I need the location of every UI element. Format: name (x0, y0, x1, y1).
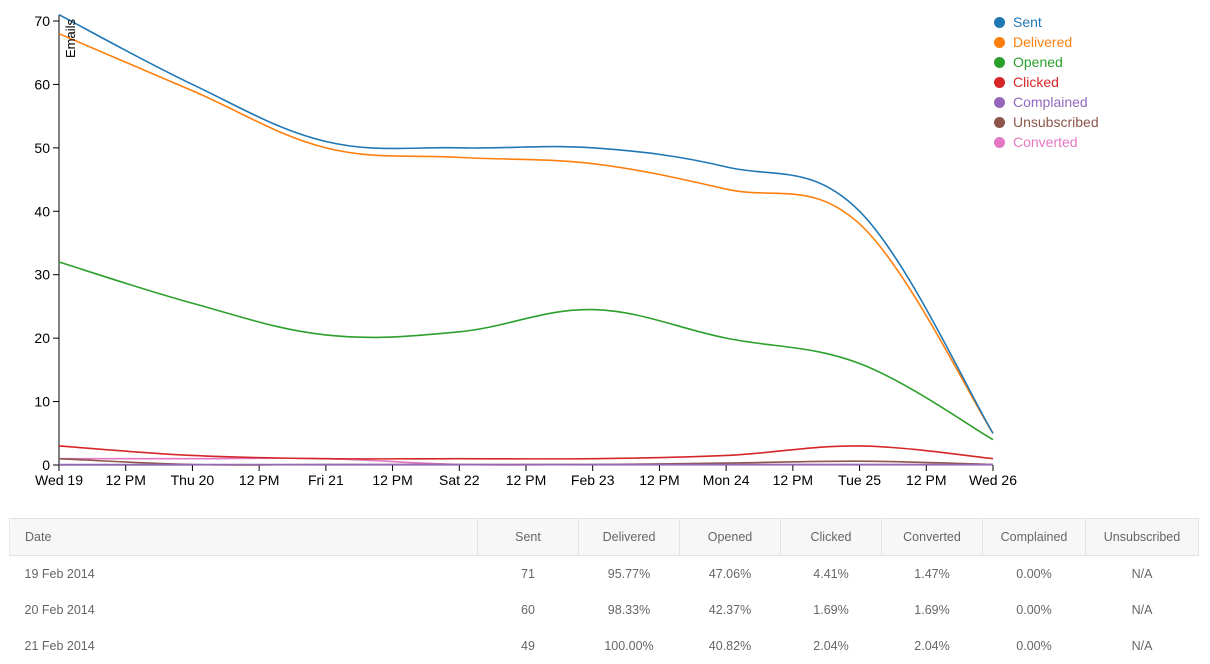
legend-label: Opened (1013, 54, 1063, 70)
legend-label: Delivered (1013, 34, 1073, 50)
svg-text:12 PM: 12 PM (372, 472, 412, 488)
cell-unsubscribed: N/A (1131, 567, 1153, 581)
cell-unsubscribed: N/A (1131, 603, 1153, 617)
cell-complained: 0.00% (1016, 567, 1052, 581)
svg-text:Sat 22: Sat 22 (439, 472, 480, 488)
cell-opened: 40.82% (708, 639, 752, 653)
svg-text:12 PM: 12 PM (773, 472, 813, 488)
cell-sent: 71 (521, 567, 535, 581)
legend-dot-icon (994, 136, 1005, 148)
x-axis: Wed 19 12 PM Thu 20 12 PM Fri 21 12 PM Sat 22 1… (35, 464, 1017, 488)
cell-complained: 0.00% (1016, 639, 1052, 653)
legend-dot-icon (994, 36, 1005, 48)
svg-text:Wed 19: Wed 19 (35, 472, 83, 488)
svg-text:Mon 24: Mon 24 (703, 472, 750, 488)
y-axis-label: Emails (63, 18, 78, 58)
col-header-unsubscribed[interactable]: Unsubscribed (1085, 518, 1199, 556)
table-row: 20 Feb 2014 60 98.33% 42.37% 1.69% 1.69%… (10, 592, 1199, 628)
legend-item-opened[interactable]: Opened (994, 52, 1099, 72)
series-lines (58, 13, 994, 466)
svg-text:Fri 21: Fri 21 (308, 472, 344, 488)
cell-delivered: 100.00% (604, 639, 654, 653)
table-row: 19 Feb 2014 71 95.77% 47.06% 4.41% 1.47%… (10, 556, 1199, 593)
cell-sent: 60 (521, 603, 535, 617)
legend-dot-icon (994, 96, 1005, 108)
svg-text:12 PM: 12 PM (239, 472, 279, 488)
legend-item-sent[interactable]: Sent (994, 12, 1099, 32)
svg-text:Wed 26: Wed 26 (969, 472, 1017, 488)
cell-clicked: 2.04% (813, 639, 849, 653)
cell-sent: 49 (521, 639, 535, 653)
legend-label: Clicked (1013, 74, 1059, 90)
legend-item-clicked[interactable]: Clicked (994, 72, 1099, 92)
cell-clicked: 4.41% (813, 567, 849, 581)
svg-text:12 PM: 12 PM (506, 472, 546, 488)
cell-date: 19 Feb 2014 (24, 567, 95, 581)
cell-opened: 47.06% (708, 567, 752, 581)
svg-text:12 PM: 12 PM (105, 472, 145, 488)
cell-opened: 42.37% (708, 603, 752, 617)
svg-text:Thu 20: Thu 20 (171, 472, 215, 488)
series-line-sent (58, 13, 994, 434)
svg-text:20: 20 (34, 330, 50, 346)
col-header-converted[interactable]: Converted (881, 518, 983, 556)
col-header-clicked[interactable]: Clicked (780, 518, 882, 556)
svg-text:Feb 23: Feb 23 (571, 472, 615, 488)
svg-text:12 PM: 12 PM (906, 472, 946, 488)
svg-text:0: 0 (42, 457, 50, 473)
legend-item-delivered[interactable]: Delivered (994, 32, 1099, 52)
table-header-row: Date Sent Delivered Opened Clicked Conve… (9, 518, 1199, 556)
legend-dot-icon (994, 16, 1005, 28)
legend-item-unsubscribed[interactable]: Unsubscribed (994, 112, 1099, 132)
legend-dot-icon (994, 76, 1005, 88)
legend-dot-icon (994, 56, 1005, 68)
cell-date: 20 Feb 2014 (24, 603, 95, 617)
svg-text:30: 30 (34, 267, 50, 283)
cell-delivered: 95.77% (607, 567, 651, 581)
chart-legend: Sent Delivered Opened Clicked Complained… (994, 12, 1099, 152)
cell-converted: 1.69% (914, 603, 950, 617)
cell-delivered: 98.33% (607, 603, 651, 617)
email-line-chart: 0 10 20 30 40 50 60 70 Wed 19 12 PM Thu 20 12 PM Fr… (34, 13, 1017, 488)
svg-text:50: 50 (34, 140, 50, 156)
legend-dot-icon (994, 116, 1005, 128)
stats-table-container: Date Sent Delivered Opened Clicked Conve… (9, 518, 1199, 664)
col-header-complained[interactable]: Complained (982, 518, 1086, 556)
cell-unsubscribed: N/A (1131, 639, 1153, 653)
svg-text:60: 60 (34, 76, 50, 92)
legend-label: Converted (1013, 134, 1078, 150)
svg-text:Tue 25: Tue 25 (838, 472, 881, 488)
svg-text:70: 70 (34, 13, 50, 29)
cell-complained: 0.00% (1016, 603, 1052, 617)
y-axis: 0 10 20 30 40 50 60 70 (34, 13, 60, 473)
cell-clicked: 1.69% (813, 603, 849, 617)
col-header-delivered[interactable]: Delivered (578, 518, 680, 556)
table-row: 21 Feb 2014 49 100.00% 40.82% 2.04% 2.04… (10, 628, 1199, 664)
legend-label: Unsubscribed (1013, 114, 1099, 130)
cell-date: 21 Feb 2014 (24, 639, 95, 653)
col-header-sent[interactable]: Sent (477, 518, 579, 556)
series-line-clicked (58, 445, 994, 460)
col-header-opened[interactable]: Opened (679, 518, 781, 556)
legend-item-converted[interactable]: Converted (994, 132, 1099, 152)
stats-table: Date Sent Delivered Opened Clicked Conve… (9, 518, 1199, 664)
svg-text:10: 10 (34, 394, 50, 410)
series-line-opened (58, 261, 994, 441)
svg-text:40: 40 (34, 203, 50, 219)
cell-converted: 2.04% (914, 639, 950, 653)
legend-label: Complained (1013, 94, 1088, 110)
legend-item-complained[interactable]: Complained (994, 92, 1099, 112)
col-header-date[interactable]: Date (9, 518, 478, 556)
cell-converted: 1.47% (914, 567, 950, 581)
svg-text:12 PM: 12 PM (639, 472, 679, 488)
series-line-delivered (58, 32, 994, 434)
legend-label: Sent (1013, 14, 1042, 30)
